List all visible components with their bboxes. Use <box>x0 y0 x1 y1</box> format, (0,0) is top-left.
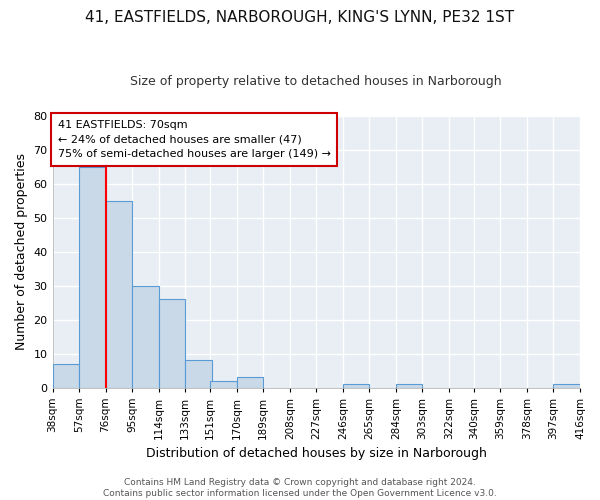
Bar <box>106 200 132 388</box>
Bar <box>237 378 263 388</box>
Bar <box>185 360 212 388</box>
Bar <box>210 380 237 388</box>
Text: 41 EASTFIELDS: 70sqm
← 24% of detached houses are smaller (47)
75% of semi-detac: 41 EASTFIELDS: 70sqm ← 24% of detached h… <box>58 120 331 159</box>
Text: Contains HM Land Registry data © Crown copyright and database right 2024.
Contai: Contains HM Land Registry data © Crown c… <box>103 478 497 498</box>
Title: Size of property relative to detached houses in Narborough: Size of property relative to detached ho… <box>130 75 502 88</box>
Bar <box>553 384 580 388</box>
Bar <box>343 384 369 388</box>
X-axis label: Distribution of detached houses by size in Narborough: Distribution of detached houses by size … <box>146 447 487 460</box>
Bar <box>158 299 185 388</box>
Bar <box>79 166 106 388</box>
Bar <box>396 384 422 388</box>
Bar <box>132 286 158 388</box>
Y-axis label: Number of detached properties: Number of detached properties <box>15 153 28 350</box>
Text: 41, EASTFIELDS, NARBOROUGH, KING'S LYNN, PE32 1ST: 41, EASTFIELDS, NARBOROUGH, KING'S LYNN,… <box>85 10 515 25</box>
Bar <box>53 364 79 388</box>
